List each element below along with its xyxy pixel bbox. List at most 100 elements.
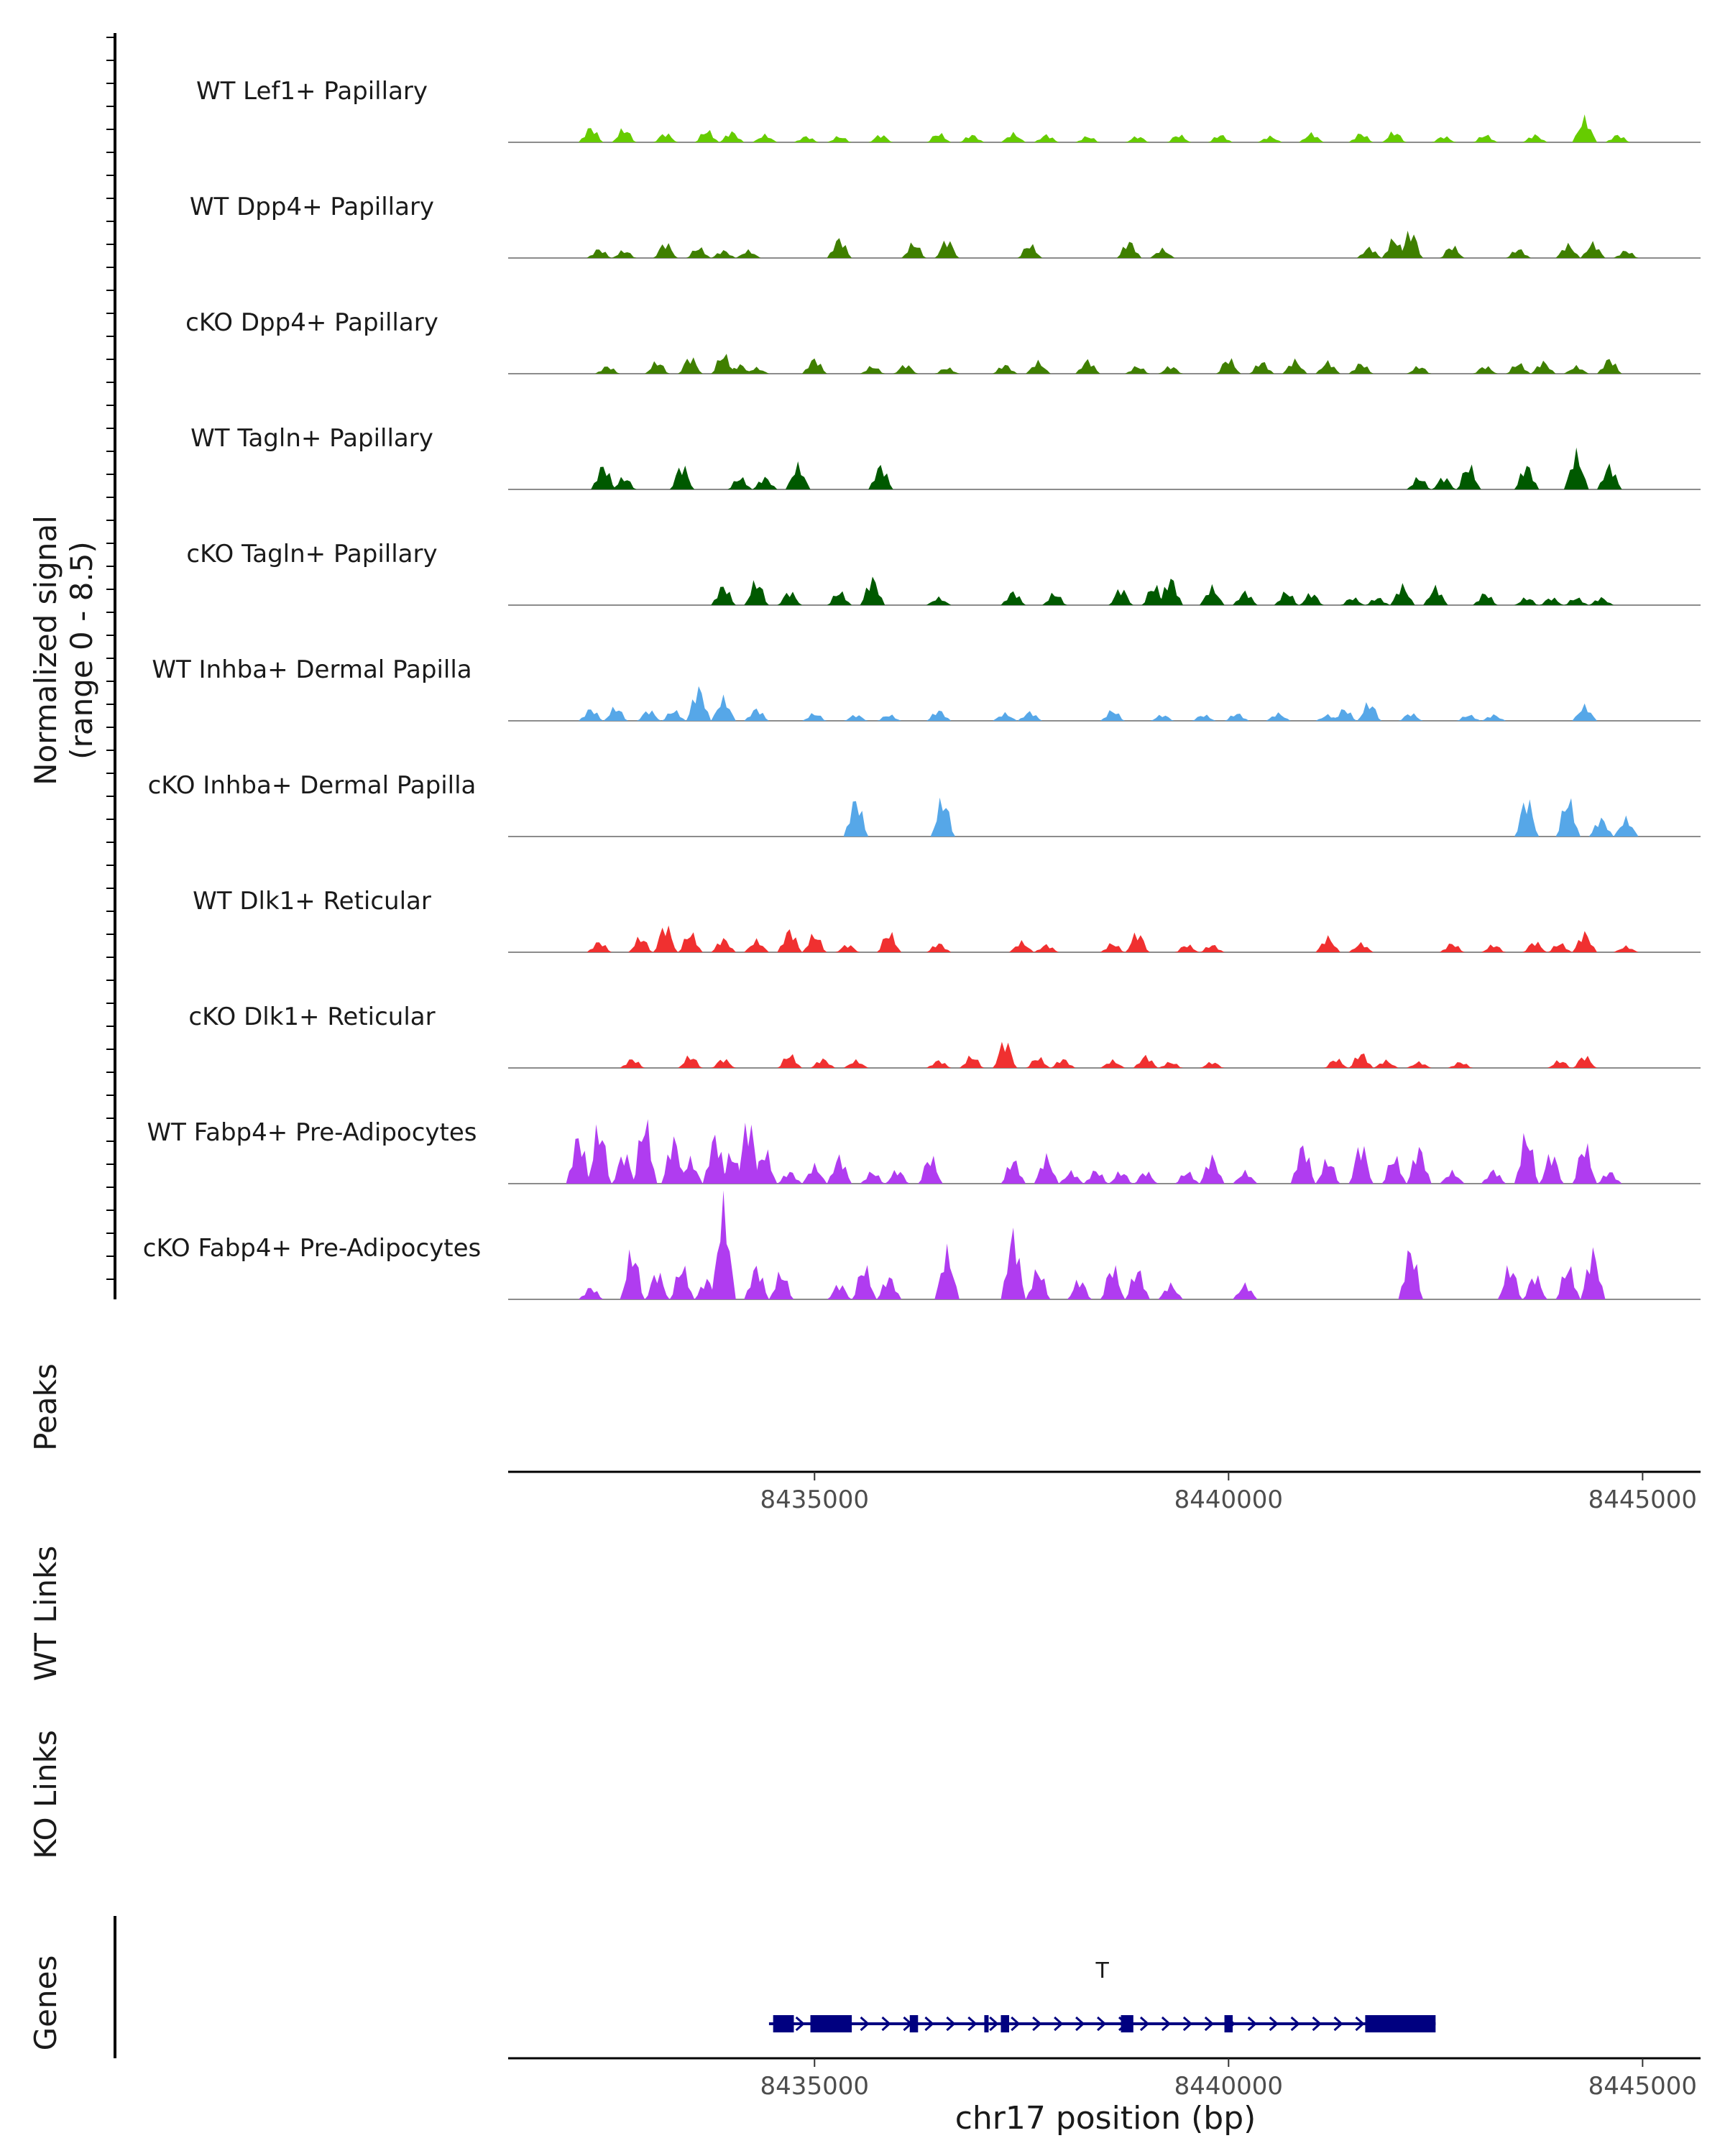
signal-peak xyxy=(1034,1153,1059,1184)
signal-peak xyxy=(777,1171,802,1184)
signal-peak xyxy=(1224,714,1250,721)
signal-peak xyxy=(1000,1227,1026,1299)
signal-peak xyxy=(1125,932,1150,952)
signal-peak xyxy=(744,580,769,605)
signal-peak xyxy=(827,1284,852,1299)
signal-peak xyxy=(1075,136,1100,142)
signal-peak xyxy=(1398,713,1424,721)
signal-peak xyxy=(1522,1275,1547,1299)
track-cko-dpp4-papillary: cKO Dpp4+ Papillary xyxy=(185,308,1701,374)
track-wt-fabp4-pre-adipocytes: WT Fabp4+ Pre-Adipocytes xyxy=(147,1118,1701,1184)
signal-peak xyxy=(1440,944,1465,952)
signal-peak xyxy=(1125,136,1150,142)
signal-peak xyxy=(1199,1154,1225,1184)
strand-arrow xyxy=(1075,2016,1085,2032)
signal-peak xyxy=(1208,135,1233,142)
signal-peak xyxy=(1315,935,1340,952)
signal-peak xyxy=(1299,132,1324,142)
signal-peak xyxy=(1530,360,1556,374)
signal-peak xyxy=(578,128,604,142)
track-wt-dlk1-reticular: WT Dlk1+ Reticular xyxy=(193,887,1701,953)
signal-peak xyxy=(843,714,869,721)
signal-peak xyxy=(1431,477,1457,489)
track-cko-dlk1-reticular: cKO Dlk1+ Reticular xyxy=(188,1003,1701,1069)
signal-peak xyxy=(669,1266,695,1299)
signal-peak xyxy=(1100,1059,1126,1068)
signal-peak xyxy=(918,1156,943,1184)
signal-peak xyxy=(1381,238,1407,258)
strand-arrow xyxy=(967,2016,978,2032)
signal-peak xyxy=(645,1272,670,1299)
signal-peak xyxy=(827,238,852,258)
signal-peak xyxy=(1506,363,1531,374)
wt-links-track-label: WT Links xyxy=(28,1546,63,1681)
signal-peak xyxy=(1075,359,1100,374)
signal-peak xyxy=(1100,710,1126,721)
signal-peak xyxy=(930,797,956,837)
track-label: cKO Inhba+ Dermal Papilla xyxy=(148,771,477,800)
signal-peak xyxy=(1191,714,1217,721)
signal-peak xyxy=(1216,358,1241,374)
signal-peak xyxy=(694,129,719,142)
signal-peak xyxy=(1381,1156,1407,1184)
signal-peak xyxy=(1514,1133,1540,1184)
signal-peak xyxy=(661,710,686,721)
signal-peak xyxy=(686,686,712,721)
signal-peak xyxy=(1348,1053,1374,1068)
signal-peak xyxy=(1522,941,1547,952)
signal-peak xyxy=(653,243,678,258)
signal-peak xyxy=(1299,593,1324,605)
signal-peak xyxy=(1042,592,1067,605)
track-label: cKO Dpp4+ Papillary xyxy=(185,308,438,337)
signal-peak xyxy=(868,134,893,142)
signal-peak xyxy=(1440,1169,1465,1184)
signal-peak xyxy=(1034,134,1059,142)
exon xyxy=(984,2015,989,2032)
signal-peak xyxy=(959,1055,985,1068)
strand-arrow xyxy=(860,2016,870,2032)
signal-peak xyxy=(901,242,926,258)
track-label: WT Dlk1+ Reticular xyxy=(193,887,431,916)
signal-peak xyxy=(711,1190,736,1299)
track-cko-tagln-papillary: cKO Tagln+ Papillary xyxy=(186,540,1701,606)
signal-peak xyxy=(827,136,852,142)
signal-peak xyxy=(1481,1169,1506,1184)
signal-peak xyxy=(1000,1160,1026,1184)
signal-peak xyxy=(843,801,869,837)
signal-peak xyxy=(1555,1266,1581,1299)
track-label: WT Tagln+ Papillary xyxy=(190,424,433,453)
strand-arrow xyxy=(946,2016,956,2032)
strand-arrow xyxy=(1355,2016,1365,2032)
signal-peak xyxy=(1407,476,1432,489)
track-wt-lef1-papillary: WT Lef1+ Papillary xyxy=(196,77,1701,143)
signal-peak xyxy=(777,591,802,605)
signal-peak xyxy=(934,240,960,258)
signal-peak xyxy=(1026,359,1051,374)
signal-peak xyxy=(711,354,736,374)
signal-peak xyxy=(603,706,629,721)
peaks-x-axis-ticks: 8435000 8440000 8445000 xyxy=(760,1472,1697,1514)
signal-peak xyxy=(1572,1056,1597,1068)
x-tick-label: 8440000 xyxy=(1174,1485,1283,1514)
signal-peak xyxy=(1059,1170,1084,1184)
signal-peak xyxy=(1282,358,1307,374)
signal-peak xyxy=(801,358,827,374)
signal-peak xyxy=(1506,249,1531,258)
signal-peak xyxy=(591,466,616,489)
exon xyxy=(909,2015,919,2032)
signal-peak xyxy=(1473,366,1498,374)
signal-peak xyxy=(1547,943,1573,952)
signal-peak xyxy=(1348,364,1374,374)
signal-peak xyxy=(1266,712,1291,721)
strand-arrow xyxy=(989,2016,999,2032)
signal-peak xyxy=(586,942,612,952)
signal-peak xyxy=(1448,1062,1473,1068)
signal-peak xyxy=(893,364,919,374)
signal-peak xyxy=(1133,1054,1159,1068)
signal-peak xyxy=(1158,579,1183,605)
signal-peak xyxy=(1315,1158,1340,1184)
signal-peak xyxy=(1614,251,1639,258)
signal-peak xyxy=(1514,597,1540,605)
signal-peak xyxy=(653,925,678,952)
